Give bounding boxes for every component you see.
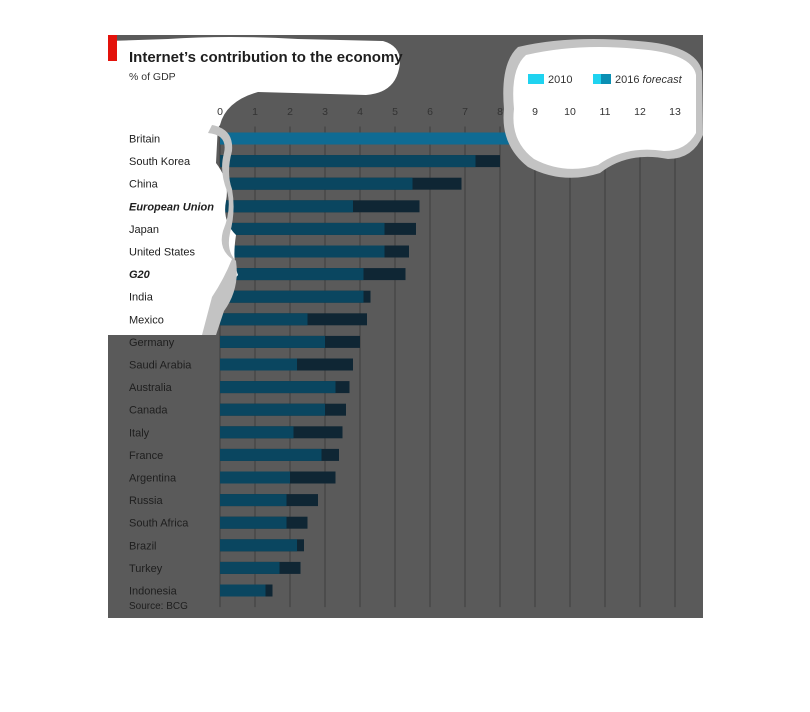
bar-2010 <box>220 403 325 416</box>
category-label: G20 <box>129 269 151 281</box>
category-label: India <box>129 292 154 304</box>
bar-2010 <box>220 516 287 529</box>
category-label: Turkey <box>129 563 163 575</box>
overlay-legend-inner <box>513 47 696 169</box>
brand-red-tag <box>108 35 117 61</box>
legend: 2010 2016 forecast <box>528 74 683 86</box>
x-tick-label: 12 <box>634 106 646 118</box>
category-labels: Britain South Korea China European Union Jap… <box>129 134 214 598</box>
bar-2010 <box>220 313 308 326</box>
overlay-title <box>108 37 400 149</box>
x-tick-label: 6 <box>427 106 433 118</box>
x-tick-label: 2 <box>287 106 293 118</box>
category-label: Japan <box>129 224 159 236</box>
category-label: France <box>129 450 163 462</box>
bars <box>220 132 654 597</box>
x-tick-label: 3 <box>322 106 328 118</box>
x-axis-ticks: 0 1 2 3 4 5 6 7 8 9 10 11 12 13 <box>217 106 681 118</box>
x-tick-label: 4 <box>357 106 363 118</box>
chart-title: Internet’s contribution to the economy <box>129 49 403 66</box>
chart: Internet’s contribution to the economy %… <box>108 35 703 612</box>
bar-2010 <box>220 471 290 484</box>
category-label: Saudi Arabia <box>129 360 192 372</box>
bar-2010 <box>220 358 297 371</box>
category-label: South Africa <box>129 518 189 530</box>
bar-2010 <box>220 132 511 145</box>
overlay-left <box>108 125 238 335</box>
x-tick-label: 9 <box>532 106 538 118</box>
legend-label-2016-suffix: forecast <box>643 74 683 86</box>
bar-2010 <box>220 426 294 439</box>
category-label: China <box>129 179 159 191</box>
legend-swatch-2016-forecast <box>601 74 611 84</box>
overlay-left-edge <box>202 125 237 335</box>
legend-swatch-2016 <box>593 74 601 84</box>
category-label: United States <box>129 247 196 259</box>
category-label: Italy <box>129 427 150 439</box>
bar-2010 <box>220 561 280 574</box>
category-label: Germany <box>129 337 175 349</box>
legend-label-2010: 2010 <box>548 74 572 86</box>
category-label: South Korea <box>129 156 191 168</box>
bar-2010 <box>220 177 413 190</box>
category-label: Canada <box>129 405 168 417</box>
x-tick-label: 1 <box>252 106 258 118</box>
category-label: Indonesia <box>129 586 178 598</box>
x-tick-label: 11 <box>600 106 611 118</box>
bar-2010 <box>220 494 287 507</box>
bar-2010 <box>220 290 364 303</box>
category-label: Russia <box>129 495 164 507</box>
source-note: Source: BCG <box>129 601 188 612</box>
bar-2010 <box>220 200 353 213</box>
bar-2010 <box>220 155 476 168</box>
bar-2010 <box>220 222 385 235</box>
chart-subtitle: % of GDP <box>129 71 176 83</box>
category-label: Australia <box>129 382 173 394</box>
x-tick-label: 5 <box>392 106 398 118</box>
legend-swatch-2010 <box>528 74 544 84</box>
category-label: Britain <box>129 134 160 146</box>
category-label: Mexico <box>129 314 164 326</box>
legend-label-2016: 2016 forecast <box>615 74 683 86</box>
bar-2010 <box>220 448 322 461</box>
bar-2010 <box>220 381 336 394</box>
bar-2010 <box>220 584 266 597</box>
x-tick-label: 10 <box>564 106 576 118</box>
bar-2010 <box>220 335 325 348</box>
x-tick-label: 7 <box>462 106 468 118</box>
x-tick-label: 8 <box>497 106 503 118</box>
highlight-overlays <box>108 37 703 335</box>
category-label: Argentina <box>129 473 177 485</box>
bar-2010 <box>220 268 364 281</box>
category-label: Brazil <box>129 540 157 552</box>
bar-2010 <box>220 539 297 552</box>
chart-panel: Internet’s contribution to the economy %… <box>108 35 703 618</box>
x-tick-label: 13 <box>669 106 681 118</box>
legend-label-2016-year: 2016 <box>615 74 639 86</box>
bar-2010 <box>220 245 385 258</box>
category-label: European Union <box>129 201 214 213</box>
x-tick-label: 0 <box>217 106 223 118</box>
